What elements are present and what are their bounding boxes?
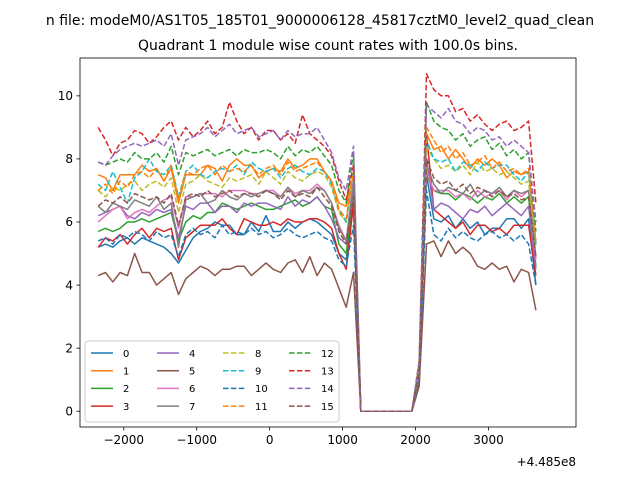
y-tick-label: 0 [65, 404, 73, 418]
legend-label-7: 7 [189, 402, 195, 413]
series-line-8 [97, 145, 537, 412]
x-offset-label: +4.485e8 [517, 455, 576, 469]
series-line-5 [97, 240, 537, 412]
legend-label-6: 6 [189, 384, 195, 395]
x-tick-label: 3000 [473, 433, 504, 447]
legend-label-8: 8 [255, 349, 261, 360]
legend-label-4: 4 [189, 349, 195, 360]
legend-label-10: 10 [255, 384, 268, 395]
legend-label-12: 12 [321, 349, 334, 360]
y-tick-label: 8 [65, 152, 73, 166]
chart-title: Quadrant 1 module wise count rates with … [138, 38, 518, 54]
legend-label-14: 14 [321, 384, 334, 395]
series-line-9 [97, 139, 537, 412]
y-tick-label: 10 [58, 89, 73, 103]
series-line-13 [97, 73, 537, 412]
x-tick-label: −2000 [103, 433, 144, 447]
x-tick-label: 2000 [400, 433, 431, 447]
series-line-4 [97, 158, 537, 412]
x-tick-label: 1000 [327, 433, 358, 447]
y-tick-label: 4 [65, 278, 73, 292]
series-line-3 [97, 132, 537, 412]
legend-label-2: 2 [123, 384, 129, 395]
legend-label-9: 9 [255, 367, 261, 378]
series-line-11 [97, 126, 537, 412]
series-group [97, 73, 537, 412]
legend-box [84, 340, 340, 423]
y-tick-label: 6 [65, 215, 73, 229]
legend-label-3: 3 [123, 402, 129, 413]
plot-area [97, 73, 537, 412]
x-tick-label: 0 [266, 433, 274, 447]
legend-label-13: 13 [321, 367, 334, 378]
x-tick-label: −1000 [176, 433, 217, 447]
series-line-12 [97, 101, 537, 412]
legend-label-0: 0 [123, 349, 129, 360]
legend-label-15: 15 [321, 402, 334, 413]
legend-label-5: 5 [189, 367, 195, 378]
legend-label-11: 11 [255, 402, 268, 413]
series-line-15 [97, 158, 537, 412]
figure-suptitle: n file: modeM0/AS1T05_185T01_9000006128_… [46, 13, 594, 29]
y-tick-label: 2 [65, 341, 73, 355]
legend-label-1: 1 [123, 367, 129, 378]
axes-frame [79, 57, 577, 428]
